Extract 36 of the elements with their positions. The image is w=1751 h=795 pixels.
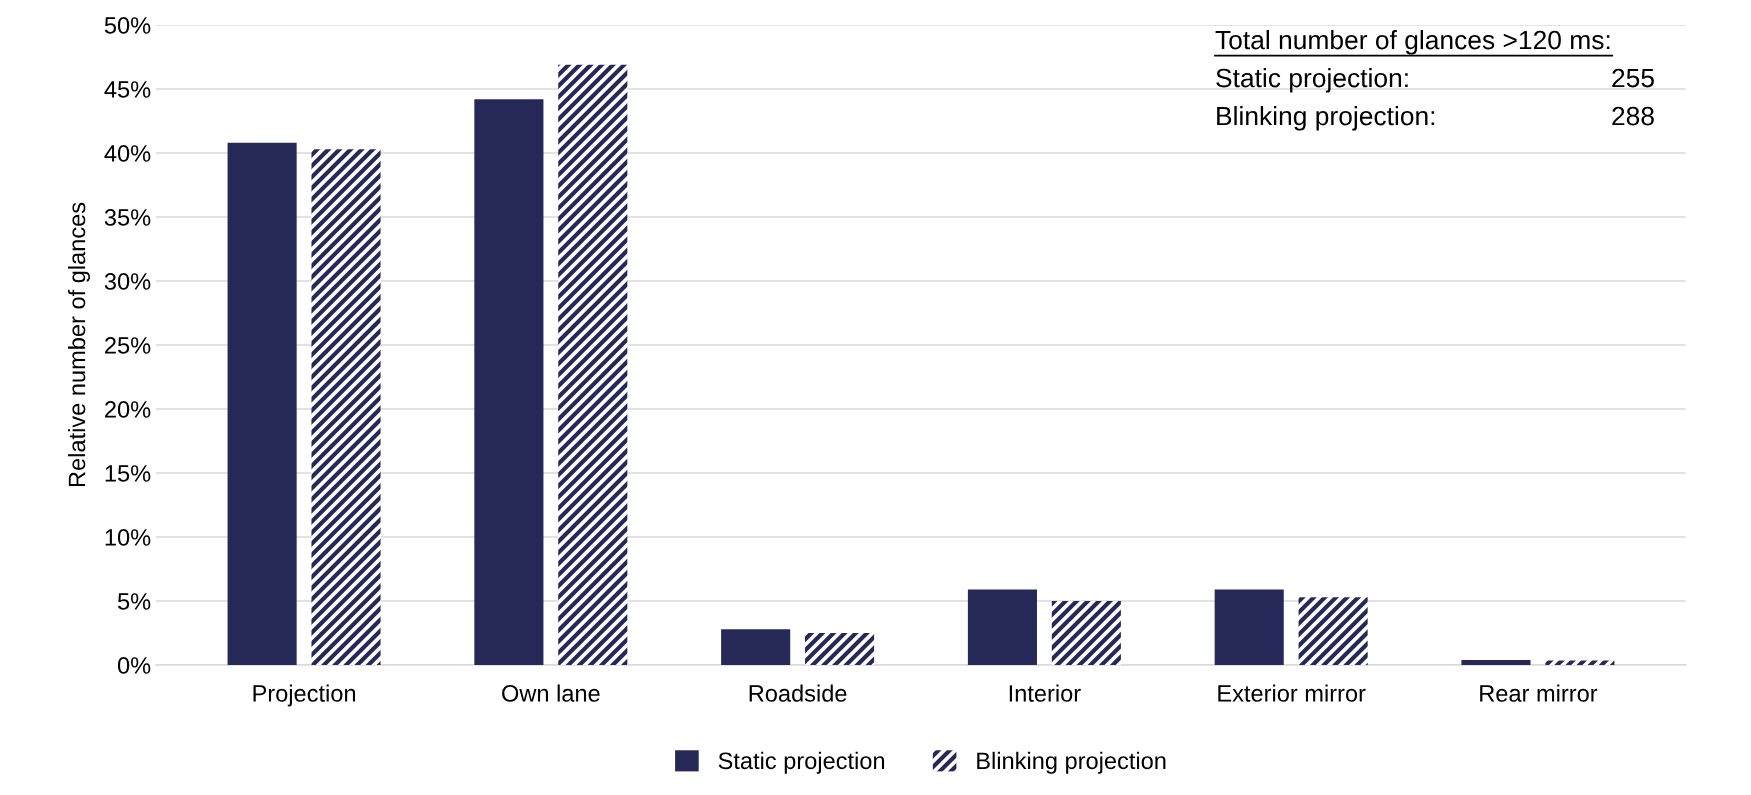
bar	[967, 589, 1037, 665]
bar	[805, 633, 875, 665]
y-tick-label: 15%	[105, 465, 151, 482]
y-axis-title: Relative number of glances	[67, 202, 90, 487]
bar	[311, 149, 381, 665]
y-tick-label: 50%	[104, 17, 151, 34]
annotation: Static projection:	[1216, 68, 1408, 93]
bar	[1214, 589, 1284, 665]
legend-label: Blinking projection	[977, 751, 1166, 774]
bar	[1298, 597, 1368, 665]
y-tick-label: 0%	[117, 657, 151, 674]
y-tick-label: 20%	[105, 401, 151, 418]
y-tick-label: 5%	[117, 593, 151, 610]
y-tick-label: 25%	[105, 337, 151, 354]
y-tick-label: 40%	[104, 145, 151, 162]
bar	[558, 64, 628, 665]
x-tick-label: Exterior mirror	[1218, 684, 1366, 702]
x-tick-label: Own lane	[502, 684, 600, 702]
legend-label: Static projection	[718, 751, 885, 774]
bar	[227, 142, 297, 665]
annotation: 288	[1612, 106, 1654, 126]
bar	[1051, 601, 1121, 665]
y-tick-label: 35%	[104, 209, 151, 226]
bar	[721, 629, 791, 665]
annotation: 255	[1612, 68, 1654, 88]
annotation: Total number of glances >120 ms:	[1215, 30, 1610, 55]
x-tick-label: Interior	[1009, 684, 1081, 702]
x-tick-label: Roadside	[749, 684, 847, 702]
y-tick-label: 10%	[105, 529, 151, 546]
x-tick-label: Projection	[253, 684, 356, 707]
y-tick-label: 45%	[104, 81, 151, 98]
bar	[474, 99, 544, 665]
annotation: Blinking projection:	[1217, 106, 1435, 131]
x-tick-label: Rear mirror	[1480, 684, 1598, 702]
bar	[1461, 659, 1531, 665]
y-tick-label: 30%	[104, 273, 151, 290]
